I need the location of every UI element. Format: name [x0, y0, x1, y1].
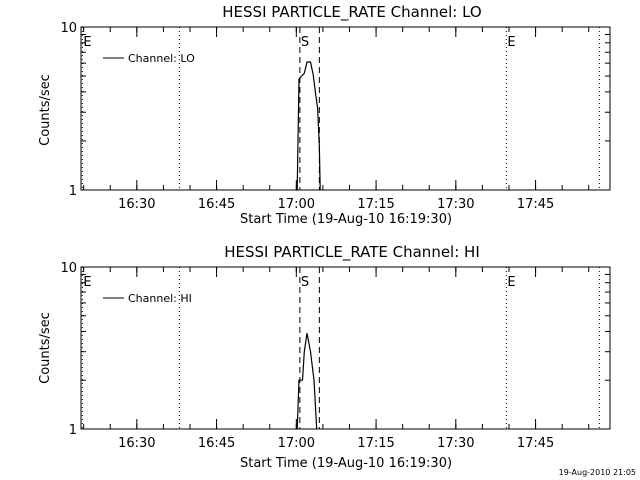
chart-panel-lo: HESSI PARTICLE_RATE Channel: LO Counts/s…: [38, 3, 611, 227]
y-tick-label: 10: [60, 261, 77, 276]
footer-timestamp: 19-Aug-2010 21:05: [559, 468, 636, 477]
x-tick-label: 17:00: [278, 436, 315, 451]
x-tick-label: 17:45: [517, 436, 554, 451]
y-tick-label: 1: [69, 184, 77, 199]
marker-label: S: [301, 275, 309, 290]
chart-panel-hi: HESSI PARTICLE_RATE Channel: HI Counts/s…: [38, 243, 611, 471]
marker-label: E: [507, 35, 515, 50]
series-line: [296, 61, 321, 191]
legend-label: Channel: HI: [128, 292, 192, 305]
chart-title: HESSI PARTICLE_RATE Channel: HI: [224, 243, 480, 262]
x-tick-label: 16:45: [198, 197, 235, 212]
x-tick-label: 17:45: [517, 197, 554, 212]
x-tick-label: 17:30: [437, 197, 474, 212]
marker-label: E: [83, 35, 91, 50]
x-tick-label: 17:15: [357, 197, 394, 212]
x-tick-label: 17:00: [278, 197, 315, 212]
plot-frame: [80, 26, 611, 191]
x-tick-label: 16:30: [118, 197, 155, 212]
x-tick-label: 16:45: [198, 436, 235, 451]
x-tick-label: 17:15: [357, 436, 394, 451]
y-axis-label: Counts/sec: [38, 312, 53, 384]
x-tick-label: 16:30: [118, 436, 155, 451]
x-tick-label: 17:30: [437, 436, 474, 451]
legend-label: Channel: LO: [128, 52, 195, 65]
y-tick-label: 10: [60, 21, 77, 36]
x-axis-label: Start Time (19-Aug-10 16:19:30): [240, 212, 452, 227]
chart-title: HESSI PARTICLE_RATE Channel: LO: [222, 3, 481, 22]
series-line: [296, 333, 318, 430]
marker-label: S: [301, 35, 309, 50]
marker-label: E: [83, 275, 91, 290]
y-tick-label: 1: [69, 423, 77, 438]
plot-frame: [80, 266, 611, 430]
y-axis-label: Counts/sec: [38, 74, 53, 146]
x-axis-label: Start Time (19-Aug-10 16:19:30): [240, 456, 452, 471]
marker-label: E: [507, 275, 515, 290]
